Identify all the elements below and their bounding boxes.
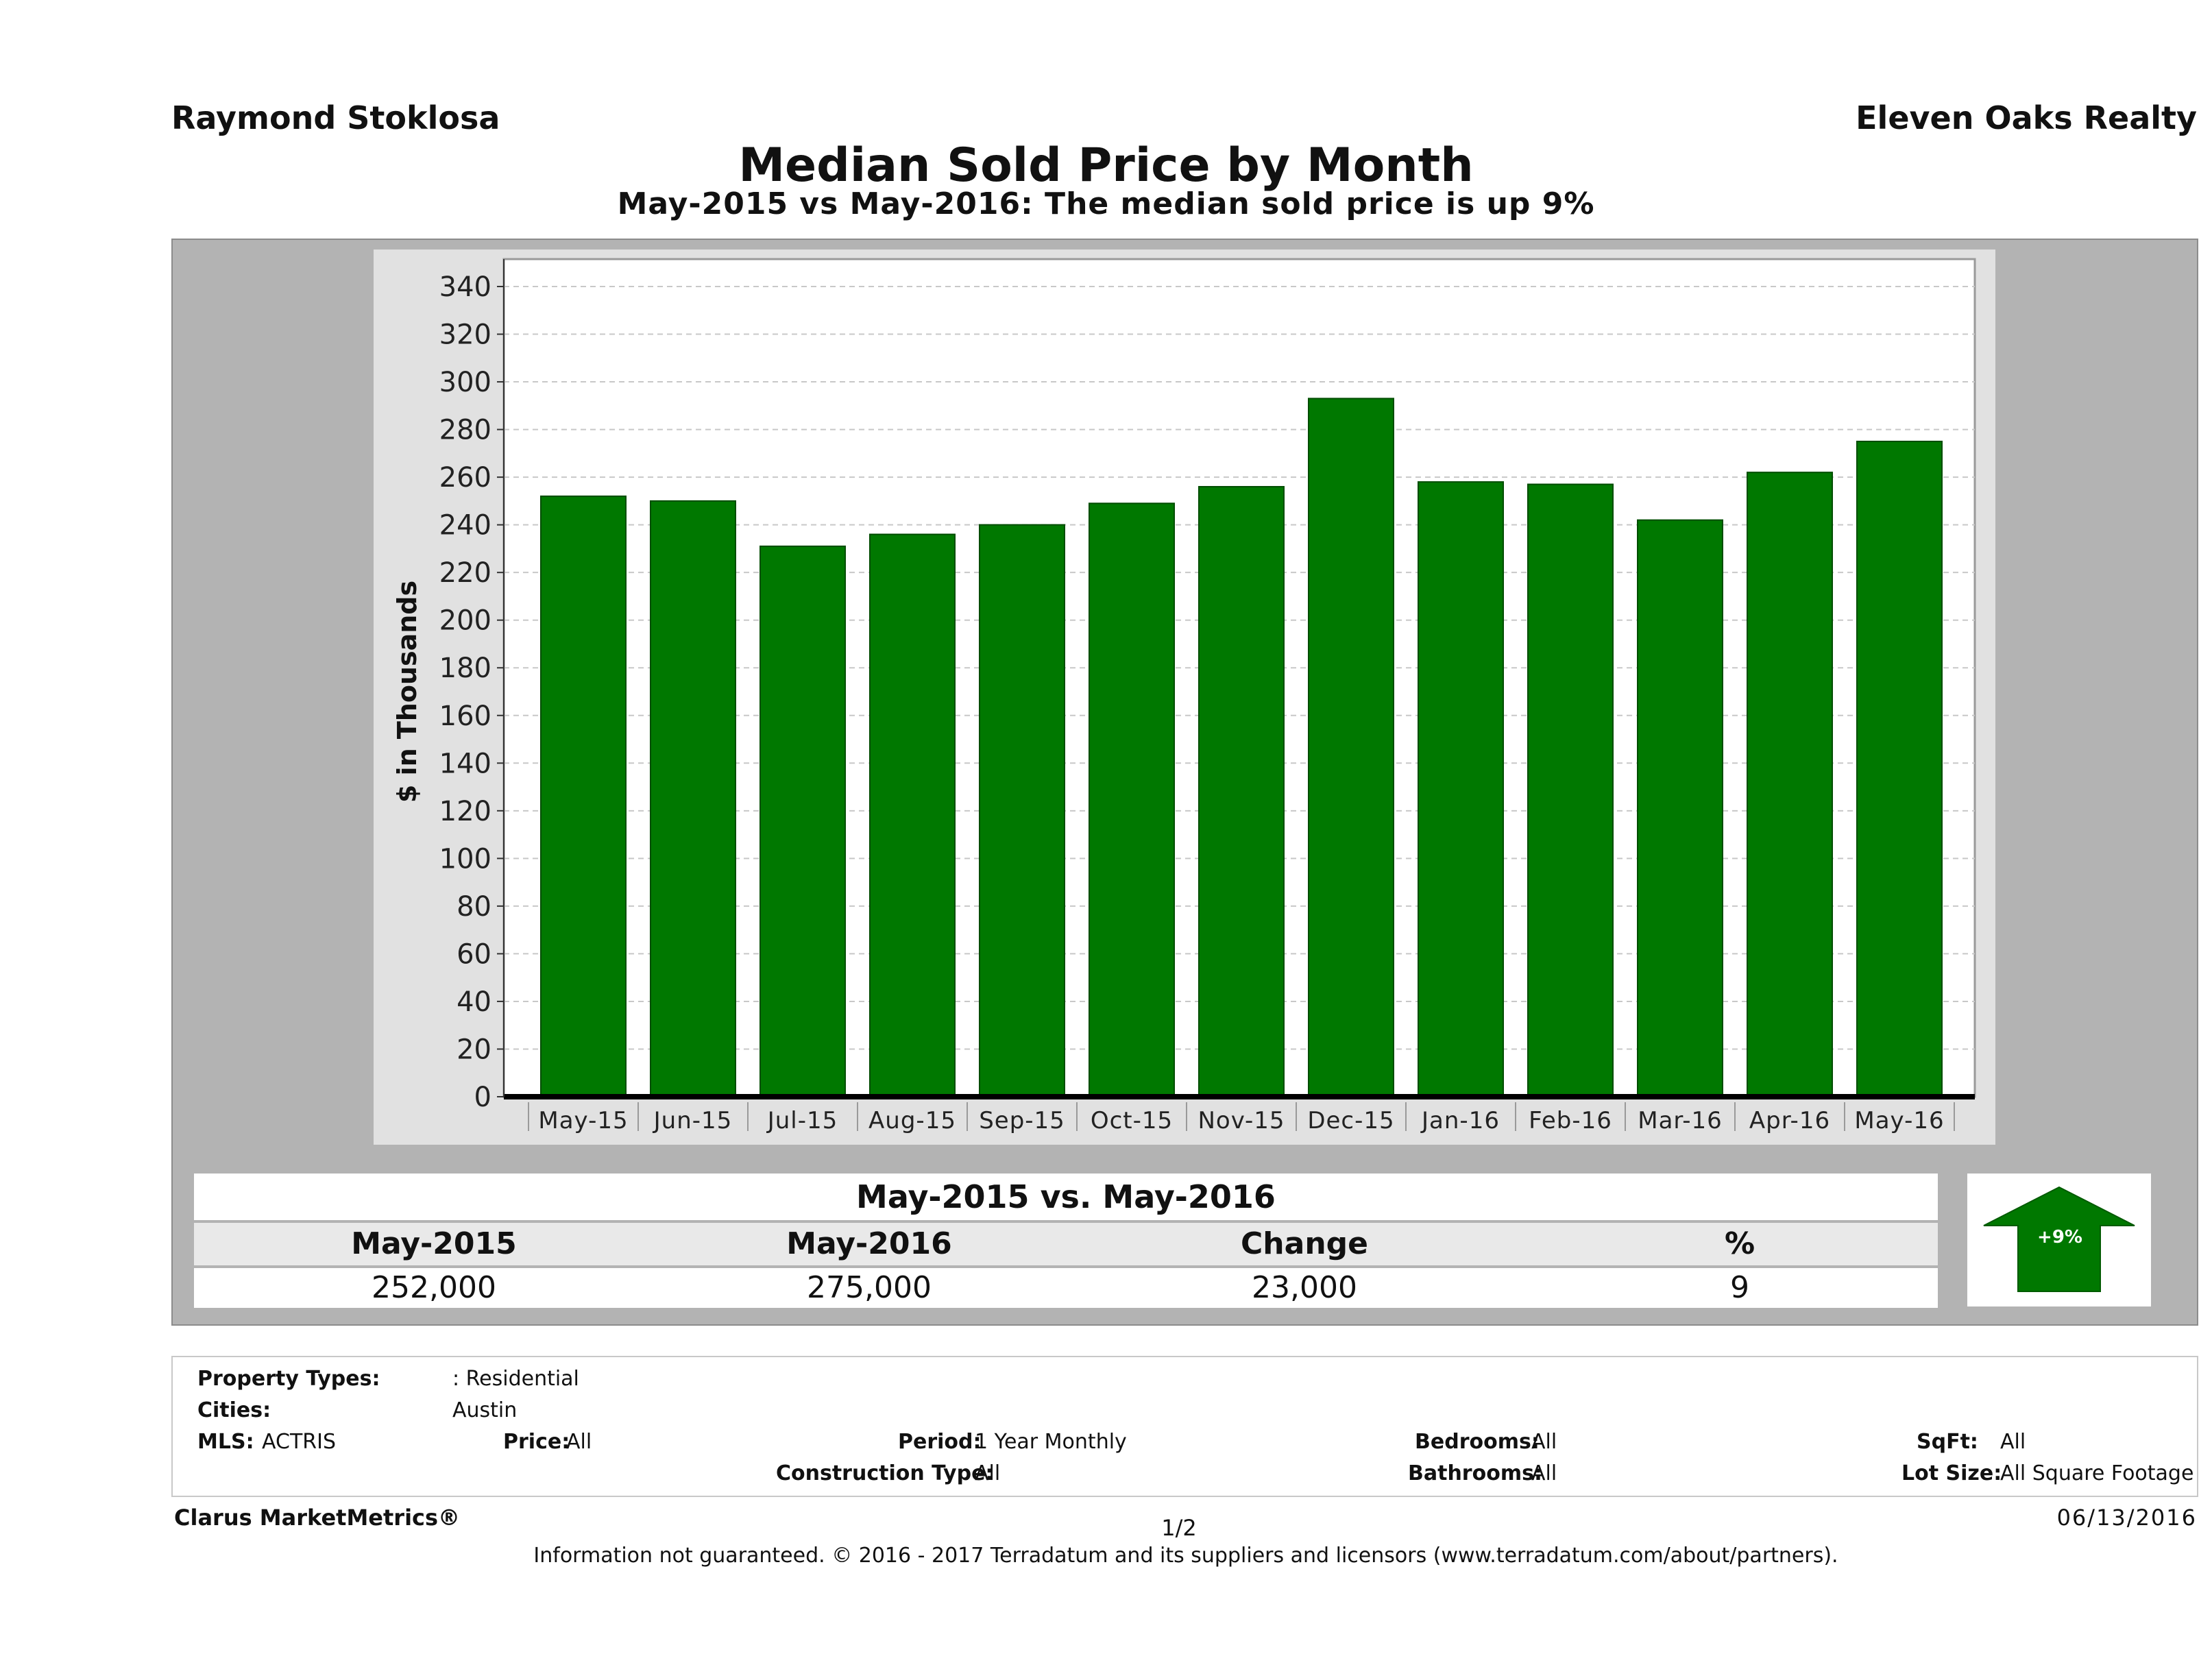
summary-value-cell: 9 xyxy=(1730,1270,1749,1305)
y-tick-label: 240 xyxy=(439,510,491,542)
cities-label: Cities: xyxy=(197,1398,271,1422)
up-arrow-icon xyxy=(1983,1186,2135,1292)
bar xyxy=(1747,472,1833,1097)
period-label: Period: xyxy=(898,1430,982,1454)
sqft-label: SqFt: xyxy=(1917,1430,1978,1454)
lot-size-label: Lot Size: xyxy=(1901,1461,2002,1485)
period-value: 1 Year Monthly xyxy=(975,1430,1127,1454)
summary-value-row: 252,000 275,000 23,000 9 xyxy=(194,1268,1938,1308)
company-name: Eleven Oaks Realty xyxy=(1856,99,2197,136)
bar xyxy=(759,545,846,1097)
y-axis-label: $ in Thousands xyxy=(392,581,422,803)
y-tick-label: 40 xyxy=(457,986,491,1018)
y-tick-label: 160 xyxy=(439,701,491,732)
change-badge-label: +9% xyxy=(2037,1227,2082,1248)
y-tick-label: 140 xyxy=(439,748,491,779)
bathrooms-label: Bathrooms: xyxy=(1408,1461,1542,1485)
x-tick-label: Apr-16 xyxy=(1749,1107,1830,1134)
x-tick-label: Sep-15 xyxy=(979,1107,1065,1134)
report-date: 06/13/2016 xyxy=(2056,1505,2197,1531)
bar xyxy=(869,533,956,1098)
chart-subtitle: May-2015 vs May-2016: The median sold pr… xyxy=(617,186,1595,221)
x-tick-label: Mar-16 xyxy=(1638,1107,1723,1134)
price-value: All xyxy=(566,1430,592,1454)
y-tick-label: 260 xyxy=(439,462,491,494)
bar xyxy=(1637,519,1723,1098)
sqft-value: All xyxy=(2000,1430,2026,1454)
construction-type-label: Construction Type: xyxy=(776,1461,994,1485)
bathrooms-value: All xyxy=(1531,1461,1557,1485)
y-tick-label: 220 xyxy=(439,557,491,589)
chart-title: Median Sold Price by Month xyxy=(738,138,1474,193)
summary-header-cell: May-2015 xyxy=(351,1226,517,1261)
x-tick-label: Nov-15 xyxy=(1198,1107,1285,1134)
summary-value-cell: 275,000 xyxy=(807,1270,932,1305)
x-tick-label: Jun-15 xyxy=(653,1107,733,1134)
agent-name: Raymond Stoklosa xyxy=(171,99,500,136)
summary-value-cell: 23,000 xyxy=(1252,1270,1357,1305)
y-tick-label: 180 xyxy=(439,653,491,684)
bedrooms-label: Bedrooms: xyxy=(1415,1430,1540,1454)
summary-header-cell: May-2016 xyxy=(786,1226,952,1261)
bar xyxy=(979,524,1065,1098)
bar xyxy=(1308,398,1394,1098)
x-tick-label: Jan-16 xyxy=(1420,1107,1500,1134)
bar-chart: 0 20 40 60 80 100 120 140 160 180 200 220 240 260 280 3… xyxy=(392,258,1976,1134)
disclaimer-text: Information not guaranteed. © 2016 - 201… xyxy=(533,1544,1838,1568)
bar xyxy=(650,500,736,1098)
construction-type-value: All xyxy=(975,1461,1001,1485)
x-tick-label: Feb-16 xyxy=(1529,1107,1612,1134)
bar xyxy=(1089,502,1175,1097)
x-tick-label: May-16 xyxy=(1854,1107,1944,1134)
x-tick-label: May-15 xyxy=(538,1107,628,1134)
y-tick-label: 80 xyxy=(457,891,491,923)
mls-value: ACTRIS xyxy=(262,1430,337,1454)
bar xyxy=(1856,440,1943,1097)
mls-label: MLS: xyxy=(197,1430,254,1454)
summary-header-row: May-2015 May-2016 Change % xyxy=(194,1223,1938,1265)
summary-title: May-2015 vs. May-2016 xyxy=(194,1174,1938,1220)
y-tick-label: 340 xyxy=(439,271,491,303)
y-tick-label: 320 xyxy=(439,319,491,351)
criteria-box xyxy=(171,1356,2198,1497)
property-types-label: Property Types: xyxy=(197,1367,380,1391)
bedrooms-value: All xyxy=(1531,1430,1557,1454)
x-tick-label: Jul-15 xyxy=(766,1107,838,1134)
y-tick-label: 60 xyxy=(457,938,491,970)
property-types-value: : Residential xyxy=(452,1367,579,1391)
x-tick-label: Aug-15 xyxy=(868,1107,956,1134)
y-tick-label: 120 xyxy=(439,796,491,827)
brand-footer: Clarus MarketMetrics® xyxy=(174,1505,461,1531)
y-tick-label: 300 xyxy=(439,367,491,398)
y-tick-label: 200 xyxy=(439,605,491,637)
price-label: Price: xyxy=(503,1430,570,1454)
y-tick-label: 100 xyxy=(439,843,491,875)
bar xyxy=(540,495,627,1098)
lot-size-value: All Square Footage xyxy=(2000,1461,2194,1485)
bar xyxy=(1527,483,1614,1097)
x-tick-label: Oct-15 xyxy=(1091,1107,1173,1134)
y-tick-label: 280 xyxy=(439,415,491,446)
x-tick-label: Dec-15 xyxy=(1307,1107,1394,1134)
summary-header-cell: % xyxy=(1724,1226,1755,1261)
y-tick-label: 20 xyxy=(457,1034,491,1065)
bar xyxy=(1198,486,1285,1097)
summary-value-cell: 252,000 xyxy=(372,1270,496,1305)
page-number: 1/2 xyxy=(1161,1515,1197,1541)
bar xyxy=(1418,481,1504,1097)
cities-value: Austin xyxy=(452,1398,518,1422)
y-tick-label: 0 xyxy=(474,1082,491,1113)
summary-header-cell: Change xyxy=(1241,1226,1368,1261)
